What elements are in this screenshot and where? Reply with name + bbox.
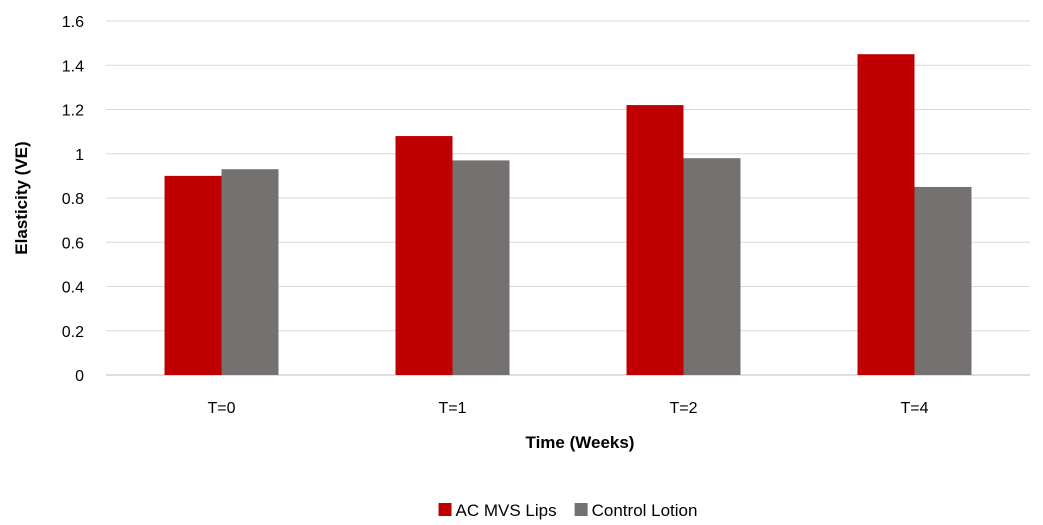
- y-tick-label: 1.2: [62, 103, 84, 120]
- bar: [857, 54, 915, 375]
- y-tick-labels: 0 0.2 0.4 0.6 0.8 1 1.2 1.4 1.6: [62, 14, 84, 385]
- bar: [683, 158, 741, 375]
- legend-label: AC MVS Lips: [456, 501, 557, 520]
- x-tick-label: T=2: [669, 400, 697, 417]
- x-tick-label: T=4: [900, 400, 928, 417]
- legend-label: Control Lotion: [592, 501, 698, 520]
- y-tick-label: 1.6: [62, 14, 84, 31]
- bar: [395, 136, 453, 375]
- legend-item: Control Lotion: [574, 501, 698, 520]
- legend-swatch: [574, 503, 588, 516]
- y-tick-label: 0: [75, 368, 84, 385]
- y-tick-label: 0.2: [62, 324, 84, 341]
- bar: [626, 105, 684, 375]
- x-axis-title: Time (Weeks): [526, 433, 635, 452]
- y-tick-label: 1.4: [62, 58, 84, 75]
- bar: [221, 169, 279, 375]
- x-tick-label: T=0: [207, 400, 235, 417]
- y-tick-label: 0.4: [62, 280, 84, 297]
- bars: [164, 54, 972, 375]
- y-tick-label: 0.8: [62, 191, 84, 208]
- bar: [914, 186, 972, 375]
- legend-swatch: [438, 503, 452, 516]
- y-tick-label: 0.6: [62, 235, 84, 252]
- legend-item: AC MVS Lips: [438, 501, 557, 520]
- x-tick-label: T=1: [438, 400, 466, 417]
- bar: [452, 160, 510, 375]
- y-tick-label: 1: [75, 147, 84, 164]
- x-tick-labels: T=0 T=1 T=2 T=4: [207, 400, 928, 417]
- legend: AC MVS Lips Control Lotion: [438, 501, 698, 520]
- bar: [164, 175, 222, 375]
- y-axis-title: Elasticity (VE): [12, 141, 31, 254]
